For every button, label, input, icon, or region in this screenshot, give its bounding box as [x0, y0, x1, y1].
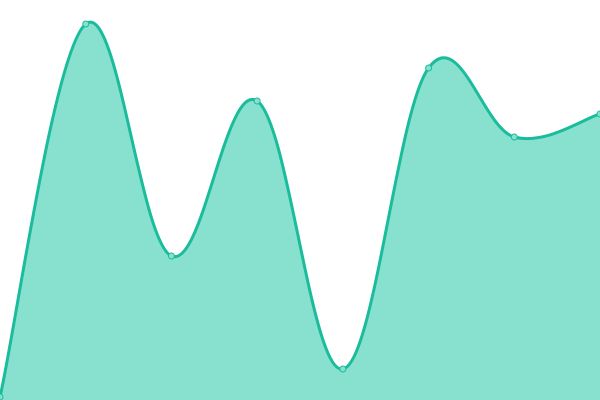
data-point-1 — [82, 20, 90, 28]
data-point-5 — [425, 64, 433, 72]
area-fill — [0, 22, 600, 400]
data-point-0 — [0, 393, 4, 400]
data-point-2 — [167, 252, 175, 260]
data-point-7 — [596, 110, 600, 118]
data-markers — [0, 20, 600, 400]
data-point-6 — [510, 133, 518, 141]
data-point-4 — [339, 365, 347, 373]
data-point-3 — [253, 97, 261, 105]
